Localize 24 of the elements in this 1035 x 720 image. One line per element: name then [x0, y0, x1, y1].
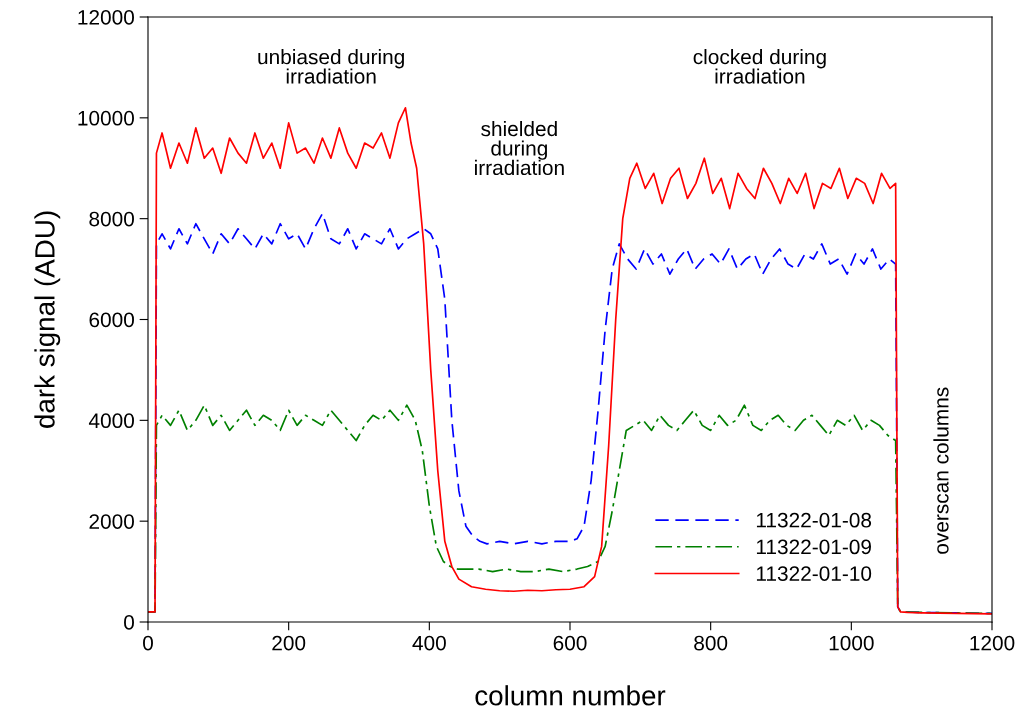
y-tick-label: 10000 — [78, 110, 134, 126]
y-tick-label: 0 — [124, 615, 134, 630]
annotation: shielded during irradiation — [475, 120, 564, 176]
line-series — [148, 106, 992, 615]
y-axis-title: dark signal (ADU) — [34, 211, 61, 428]
legend-label: 11322-01-10 — [756, 566, 872, 581]
legend-label: 11322-01-09 — [756, 539, 871, 555]
x-tick-label: 1200 — [970, 635, 1015, 651]
x-tick-label: 1000 — [829, 635, 874, 651]
x-axis-title: column number — [475, 685, 666, 706]
x-tick-label: 400 — [412, 635, 446, 651]
y-tick-label: 2000 — [89, 514, 134, 529]
x-tick-label: 0 — [143, 635, 153, 651]
y-tick-label: 8000 — [89, 211, 134, 227]
x-tick-label: 200 — [272, 635, 306, 651]
x-tick-label: 600 — [553, 635, 587, 651]
x-tick-label: 800 — [694, 635, 728, 651]
y-tick-label: 6000 — [89, 312, 134, 328]
annotation: unbiased during irradiation — [258, 49, 404, 84]
legend-label: 11322-01-08 — [756, 512, 872, 528]
annotation: overscan columns — [933, 387, 949, 554]
y-tick-label: 4000 — [88, 413, 134, 429]
annotation: clocked during irradiation — [693, 49, 826, 84]
y-tick-label: 12000 — [78, 10, 134, 25]
